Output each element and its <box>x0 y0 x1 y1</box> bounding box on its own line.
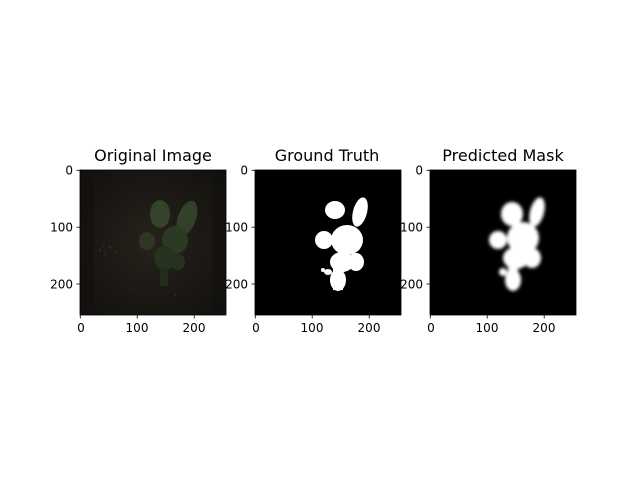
x-tick-label: 100 <box>301 321 324 335</box>
panel-ground-truth: Ground Truth 0 100 200 <box>225 146 402 335</box>
x-axis <box>79 315 195 319</box>
y-tick-label: 100 <box>50 221 73 235</box>
y-axis <box>251 169 255 285</box>
panel-original-image: Original Image <box>50 146 227 335</box>
mask-shape <box>315 197 368 291</box>
y-tick-label: 0 <box>240 164 248 178</box>
axes-frame <box>79 169 227 316</box>
x-tick-label: 200 <box>358 321 381 335</box>
x-tick-label: 0 <box>427 321 435 335</box>
x-tick-label: 0 <box>252 321 260 335</box>
y-axis <box>426 169 430 285</box>
image-original <box>80 170 226 315</box>
x-axis <box>429 315 545 319</box>
axes-frame <box>429 169 577 316</box>
x-tick-label: 100 <box>476 321 499 335</box>
mask-shape <box>489 197 545 291</box>
x-tick-label: 200 <box>533 321 556 335</box>
y-tick-label: 200 <box>400 278 423 292</box>
panel-title: Predicted Mask <box>442 146 564 165</box>
panel-predicted-mask: Predicted Mask 0 100 200 <box>400 146 577 335</box>
y-tick-label: 0 <box>65 164 73 178</box>
y-tick-label: 0 <box>415 164 423 178</box>
y-tick-label: 100 <box>400 221 423 235</box>
x-axis <box>254 315 370 319</box>
panel-title: Ground Truth <box>275 146 380 165</box>
y-tick-label: 200 <box>50 278 73 292</box>
x-tick-label: 0 <box>77 321 85 335</box>
plant-leaves <box>139 200 198 286</box>
image-ground-truth <box>255 170 401 315</box>
panel-title: Original Image <box>94 146 212 165</box>
y-tick-label: 200 <box>225 278 248 292</box>
y-tick-label: 100 <box>225 221 248 235</box>
image-predicted-mask <box>430 170 576 315</box>
x-tick-label: 200 <box>183 321 206 335</box>
axes-frame <box>254 169 402 316</box>
y-axis <box>76 169 80 285</box>
x-tick-label: 100 <box>126 321 149 335</box>
